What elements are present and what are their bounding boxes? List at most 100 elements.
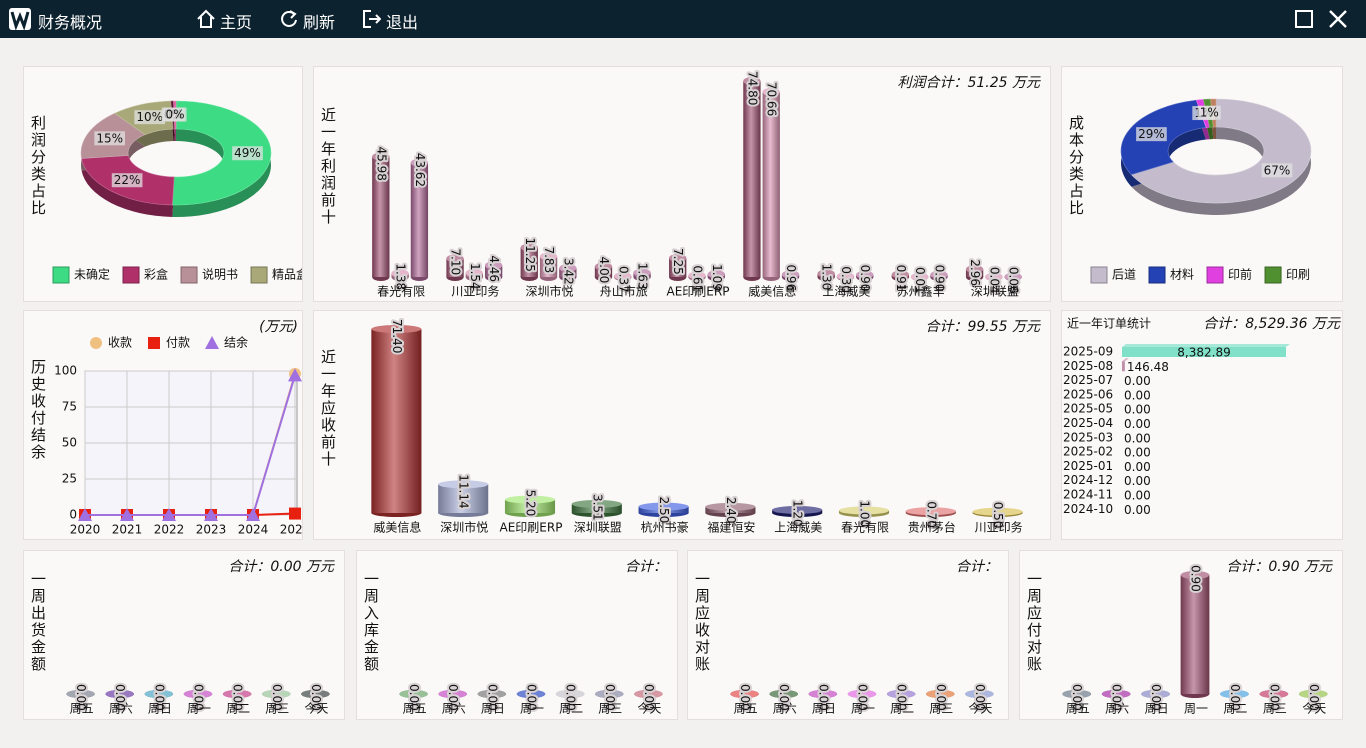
x-tick-label: 周六	[442, 702, 466, 716]
bar	[1122, 347, 1286, 357]
bar-top	[301, 690, 330, 698]
bar-value-label: 7.10	[449, 248, 463, 275]
y-tick-label: 0	[69, 508, 77, 522]
menu-home[interactable]: 主页	[220, 13, 253, 32]
bar-value-label: 0.00	[1124, 374, 1151, 388]
bar-value-label: 0.00	[152, 684, 166, 711]
legend-label: 印刷	[1286, 268, 1310, 282]
bar	[520, 247, 538, 277]
bar-value-label: 8,382.89	[1177, 346, 1230, 360]
legend-label: 后道	[1112, 268, 1136, 282]
bar-value-label: 11.25	[523, 238, 537, 272]
bar-top	[1180, 571, 1210, 579]
menu-refresh[interactable]: 刷新	[303, 13, 336, 32]
y-tick-label: 2024-11	[1063, 488, 1113, 502]
legend-marker	[148, 337, 160, 349]
bar-value-label: 1.54	[468, 263, 482, 290]
legend-swatch	[250, 266, 268, 284]
slice-label: 49%	[234, 146, 261, 160]
x-tick-label: 上海威美	[822, 284, 870, 299]
menu-exit[interactable]: 退出	[386, 13, 419, 32]
bar-value-label: 0.00	[231, 684, 245, 711]
maximize-button[interactable]	[1294, 9, 1314, 29]
x-tick-label: 周六	[109, 702, 133, 716]
legend-label: 付款	[166, 336, 190, 350]
bar-value-label: 0.00	[856, 684, 870, 711]
bar-top	[847, 690, 877, 698]
chart-panel: 49%22%15%10%0%0%未确定彩盒说明书精品盒利润分类占比	[23, 66, 303, 302]
bar-top	[1122, 344, 1290, 347]
bar-top	[972, 507, 1023, 516]
slice-label-bg	[232, 146, 263, 161]
chart-title: 一周出货金额	[29, 571, 47, 673]
y-tick-label: 2025-01	[1063, 459, 1113, 473]
bar-value-label: 0.00	[485, 684, 499, 711]
bar-top	[516, 690, 546, 698]
legend-marker	[90, 337, 102, 349]
bar-value-label: 1.09	[710, 264, 724, 291]
exit-icon[interactable]	[361, 9, 381, 29]
chart-total: 合计：0.90 万元	[1226, 559, 1333, 575]
bar-top	[1259, 690, 1289, 698]
y-tick-label: 2024-10	[1063, 502, 1113, 516]
chart-panel: 近一年订单统计 合计：8,529.36 万元 2025-09 8,382.89 2025…	[1061, 310, 1343, 540]
bar	[484, 265, 503, 277]
chart-title: 一周应付对账	[1025, 571, 1043, 673]
x-tick-label: 周二	[890, 702, 914, 716]
legend-swatch	[122, 266, 140, 284]
x-tick-label: 深圳联盟	[574, 521, 622, 535]
bar-top	[838, 506, 890, 515]
bar-top	[985, 272, 1003, 281]
bar	[743, 81, 761, 277]
chart-total: 利润合计：51.25 万元	[897, 75, 1041, 91]
chart-title: 近一年利润前十	[319, 107, 337, 226]
chart-title: 近一年应收前十	[319, 349, 337, 468]
home-icon[interactable]	[196, 9, 216, 29]
legend-marker	[205, 336, 219, 349]
legend-swatch	[1090, 266, 1108, 284]
bar-value-label: 0.00	[1124, 431, 1151, 445]
bar-top	[808, 690, 838, 698]
bar-value-label: 11.14	[457, 474, 471, 508]
bar-value-label: 45.98	[374, 147, 388, 181]
bar	[1122, 361, 1125, 372]
bar-top	[105, 690, 134, 698]
bar-top	[930, 270, 948, 279]
bar-value-label: 0.01	[913, 267, 927, 294]
legend-label: 收款	[108, 336, 132, 350]
bar	[539, 256, 558, 277]
point	[78, 508, 92, 521]
bar-top	[539, 252, 558, 261]
x-tick-label: 周一	[520, 702, 544, 716]
legend-swatch	[1148, 266, 1166, 284]
bar-top	[571, 499, 622, 508]
legend-swatch	[52, 266, 70, 284]
bar-value-label: 0.90	[858, 265, 872, 292]
title-bar: 财务概况 主页 刷新 退出	[0, 0, 1366, 38]
x-tick-label: 杭州书豪	[641, 520, 689, 535]
chart-total: 合计：0.00 万元	[228, 559, 335, 575]
bar-top	[1122, 358, 1129, 362]
bar-top	[183, 690, 213, 698]
bar-value-label: 0.00	[1124, 446, 1151, 460]
point	[289, 507, 301, 520]
x-tick-label: 周三	[929, 702, 953, 716]
bar-value-label: 0.00	[934, 684, 948, 711]
bar-top	[634, 690, 663, 698]
legend-swatch	[1264, 266, 1282, 284]
bar-top	[781, 270, 800, 279]
bar-top	[595, 690, 624, 698]
refresh-icon[interactable]	[279, 9, 299, 29]
point	[288, 368, 302, 382]
bar-value-label: 2.40	[724, 497, 738, 524]
bar-top	[555, 690, 585, 698]
slice-label: 15%	[96, 131, 123, 145]
point	[246, 508, 260, 521]
bar-value-label: 0.00	[1124, 403, 1151, 417]
close-button[interactable]	[1328, 9, 1348, 29]
x-tick-label: 春光有限	[377, 285, 425, 299]
bar-top	[926, 690, 955, 698]
x-tick-label: 周日	[812, 702, 836, 716]
bar-top	[614, 272, 632, 281]
chart-total: 合计：	[956, 559, 998, 575]
